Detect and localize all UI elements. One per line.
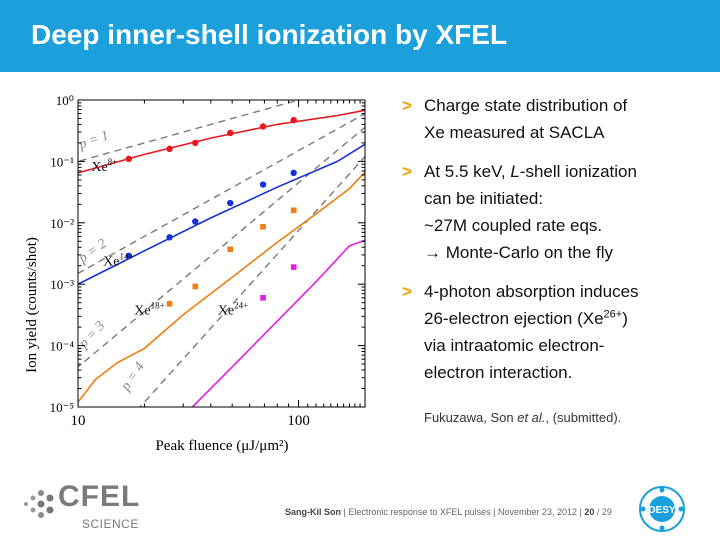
bullet-line: 4-photon absorption induces — [424, 282, 639, 301]
guide-label: p = 4 — [118, 360, 148, 394]
guide-line — [139, 155, 365, 407]
data-point — [192, 283, 199, 290]
bullet-item: > 4-photon absorption induces 26-electro… — [402, 278, 702, 386]
bullet-line: Xe measured at SACLA — [424, 123, 605, 142]
desy-logo: DESY — [639, 486, 685, 532]
footer-talk: Electronic response to XFEL pulses — [348, 507, 491, 517]
bullet-list: > Charge state distribution of Xe measur… — [402, 92, 702, 398]
footer-sep: | — [579, 507, 585, 517]
bullet-line: electron interaction. — [424, 363, 573, 382]
y-tick-label: 10⁻² — [50, 216, 74, 231]
title-bar: Deep inner-shell ionization by XFEL — [0, 0, 720, 72]
guide-line — [78, 126, 365, 368]
guide-label: p = 3 — [76, 319, 108, 352]
data-point — [259, 123, 267, 130]
data-point — [259, 181, 267, 188]
plot-area — [78, 100, 365, 407]
bullet-line: At 5.5 keV, L-shell ionization — [424, 162, 637, 181]
y-axis-label: Ion yield (counts/shot) — [24, 237, 40, 373]
y-tick-label: 10⁻¹ — [50, 154, 74, 169]
bullet-line: Charge state distribution of — [424, 96, 628, 115]
series-label: Xe14+ — [103, 252, 133, 270]
cfel-dots-icon — [24, 490, 54, 518]
footer-total: / 29 — [596, 507, 612, 517]
x-tick-label: 10 — [71, 413, 86, 429]
bullet-marker: > — [402, 96, 412, 115]
data-point — [260, 295, 266, 301]
cfel-logo: CFEL SCIENCE — [20, 480, 140, 532]
series-label: Xe24+ — [218, 301, 248, 319]
desy-wordmark: DESY — [648, 505, 676, 516]
series-label: Xe8+ — [91, 157, 117, 175]
footer-sep: | — [493, 507, 498, 517]
bullet-line: 26-electron ejection (Xe26+) — [424, 308, 628, 328]
x-tick-label: 100 — [287, 413, 310, 429]
data-point — [290, 264, 297, 270]
data-point — [290, 116, 297, 124]
footer-sep: | — [343, 507, 349, 517]
data-point — [227, 246, 234, 253]
series-curve — [78, 143, 365, 285]
bullet-marker: > — [402, 282, 412, 301]
series-curve — [78, 109, 365, 174]
plot-frame — [77, 99, 366, 408]
x-axis-label: Peak fluence (μJ/μm²) — [155, 438, 288, 454]
bullet-line: ~27M coupled rate eqs. — [424, 216, 603, 235]
footer-author: Sang-Kil Son — [285, 507, 341, 517]
y-tick-label: 10⁻⁵ — [50, 400, 74, 415]
data-point — [290, 207, 297, 214]
footer-date: November 23, 2012 — [497, 507, 578, 517]
footer: Sang-Kil Son | Electronic response to XF… — [285, 507, 612, 517]
bullet-line: → Monte-Carlo on the fly — [424, 243, 613, 262]
bullet-line: via intraatomic electron- — [424, 336, 605, 355]
footer-page: 20 — [584, 507, 595, 517]
data-point — [260, 224, 266, 230]
data-point — [125, 252, 133, 260]
series-curve — [78, 171, 365, 403]
data-point — [227, 129, 234, 137]
y-tick-label: 10⁻⁴ — [50, 339, 75, 354]
data-point — [192, 139, 199, 147]
data-point — [125, 155, 133, 163]
guide-line — [78, 100, 302, 163]
data-point — [227, 199, 234, 207]
data-point — [290, 169, 297, 177]
bullet-item: > At 5.5 keV, L-shell ionization can be … — [402, 158, 702, 266]
guide-line — [78, 112, 365, 275]
bullet-item: > Charge state distribution of Xe measur… — [402, 92, 702, 146]
citation: Fukuzawa, Son et al., (submitted). — [424, 410, 622, 425]
slide-title: Deep inner-shell ionization by XFEL — [31, 19, 508, 50]
y-tick-label: 10⁻³ — [50, 277, 74, 292]
data-point — [166, 300, 173, 307]
series-curve — [191, 239, 365, 407]
bullet-line: can be initiated: — [424, 189, 544, 208]
data-point — [166, 145, 173, 153]
data-point — [192, 218, 199, 225]
data-point — [166, 234, 173, 241]
cfel-wordmark: CFEL — [58, 480, 141, 513]
cfel-science: SCIENCE — [82, 517, 139, 531]
series-label: Xe18+ — [134, 301, 164, 319]
y-tick-label: 10⁰ — [56, 93, 74, 108]
bullet-marker: > — [402, 162, 412, 181]
